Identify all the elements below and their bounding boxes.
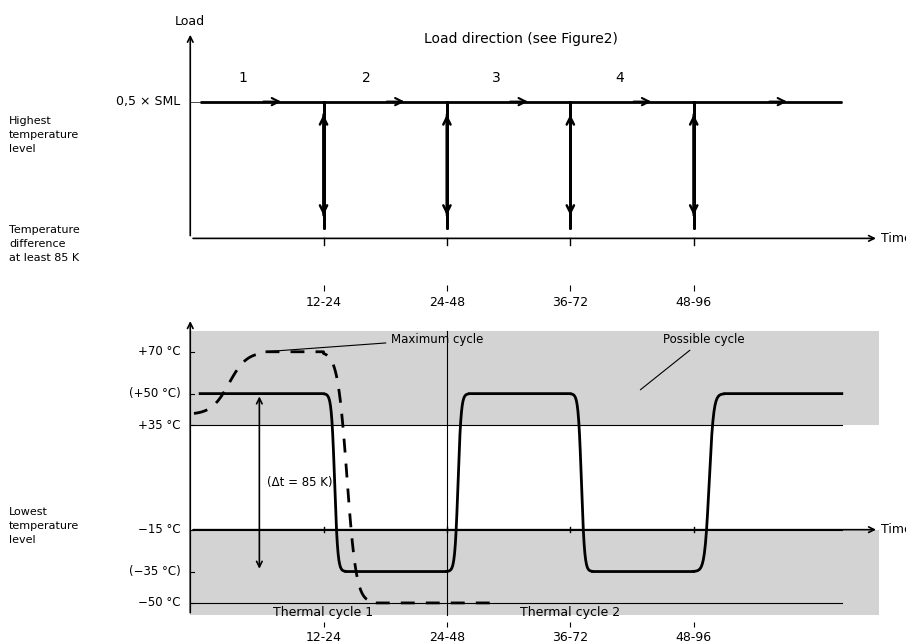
Text: Time  h: Time h	[882, 232, 906, 245]
Text: −15 °C: −15 °C	[138, 523, 180, 536]
Text: +70 °C: +70 °C	[138, 345, 180, 358]
Bar	[190, 331, 879, 425]
Text: (+50 °C): (+50 °C)	[129, 387, 180, 400]
Text: Lowest
temperature
level: Lowest temperature level	[9, 506, 80, 545]
Text: Thermal cycle 2: Thermal cycle 2	[520, 606, 621, 619]
Text: Thermal cycle 1: Thermal cycle 1	[274, 606, 373, 619]
Text: −50 °C: −50 °C	[138, 596, 180, 610]
Text: +35 °C: +35 °C	[138, 419, 180, 431]
Text: Load: Load	[175, 15, 206, 28]
Text: 4: 4	[615, 71, 624, 85]
Text: 2: 2	[362, 71, 371, 85]
Text: 0,5 × SML: 0,5 × SML	[116, 95, 180, 108]
Text: Highest
temperature
level: Highest temperature level	[9, 115, 80, 154]
Text: Maximum cycle: Maximum cycle	[267, 333, 484, 351]
Text: 1: 1	[239, 71, 247, 85]
Text: 3: 3	[492, 71, 501, 85]
Text: Load direction (see Figure2): Load direction (see Figure2)	[424, 32, 618, 46]
Text: Temperature
difference
at least 85 K: Temperature difference at least 85 K	[9, 224, 80, 263]
Text: Possible cycle: Possible cycle	[641, 333, 745, 390]
Bar	[190, 529, 879, 615]
Text: Time  h: Time h	[882, 523, 906, 536]
Text: (−35 °C): (−35 °C)	[129, 565, 180, 578]
Text: (Δt = 85 K): (Δt = 85 K)	[266, 476, 333, 489]
